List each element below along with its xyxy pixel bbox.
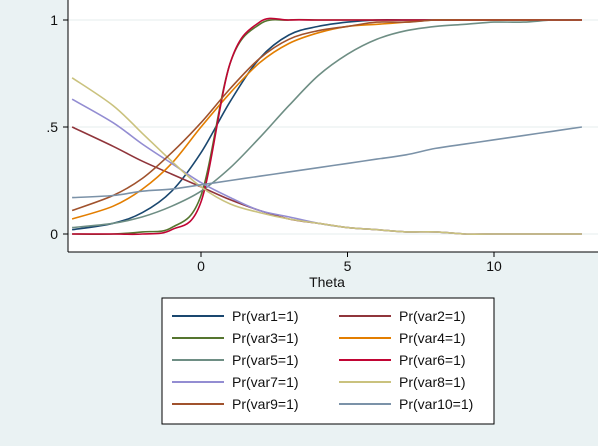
legend-label: Pr(var5=1): [232, 352, 299, 368]
plot-region: [68, 0, 598, 252]
x-tick-label: 0: [197, 258, 205, 274]
y-tick-label: .5: [46, 119, 58, 135]
axes: [67, 0, 598, 253]
legend-label: Pr(var8=1): [399, 374, 466, 390]
legend-label: Pr(var7=1): [232, 374, 299, 390]
legend-label: Pr(var4=1): [399, 330, 466, 346]
legend-label: Pr(var10=1): [399, 396, 473, 412]
y-tick-label: 0: [50, 226, 58, 242]
x-tick-label: 10: [486, 258, 502, 274]
series-line-var10: [72, 126, 583, 199]
series-lines: [71, 17, 583, 236]
legend-label: Pr(var6=1): [399, 352, 466, 368]
legend-label: Pr(var2=1): [399, 308, 466, 324]
x-tick-label: 5: [344, 258, 352, 274]
y-ticks: 0.51: [46, 12, 68, 242]
series-line-var8: [71, 77, 582, 235]
legend-label: Pr(var3=1): [232, 330, 299, 346]
series-line-var5: [72, 19, 582, 229]
series-line-var9: [71, 19, 582, 212]
x-ticks: 0 5 10: [197, 252, 502, 274]
x-axis-title: Theta: [309, 274, 345, 290]
legend-entries: Pr(var1=1) Pr(var2=1) Pr(var3=1) Pr(var4=1)…: [172, 308, 473, 412]
legend: Pr(var1=1) Pr(var2=1) Pr(var3=1) Pr(var4=1)…: [161, 297, 495, 425]
y-tick-label: 1: [50, 12, 58, 28]
legend-label: Pr(var1=1): [232, 308, 299, 324]
legend-label: Pr(var9=1): [232, 396, 299, 412]
